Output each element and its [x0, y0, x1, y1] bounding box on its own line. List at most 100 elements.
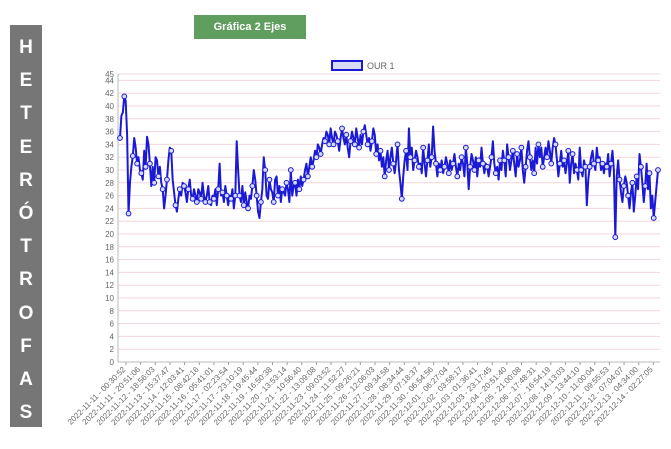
- data-point: [172, 202, 179, 209]
- data-point: [240, 202, 247, 209]
- data-point: [556, 160, 563, 167]
- data-point: [296, 186, 303, 193]
- data-point: [313, 154, 320, 161]
- data-point: [364, 141, 371, 148]
- data-point: [403, 147, 409, 154]
- data-point: [381, 173, 388, 180]
- data-point: [428, 154, 435, 161]
- sidebar-letter: A: [19, 369, 33, 390]
- data-point: [488, 154, 495, 161]
- data-point: [219, 189, 226, 196]
- data-point: [360, 128, 367, 135]
- data-point: [603, 163, 610, 170]
- data-point: [151, 179, 158, 186]
- data-point: [279, 186, 286, 193]
- data-point: [539, 163, 546, 170]
- y-tick-label: 10: [105, 294, 114, 303]
- data-point: [309, 163, 316, 170]
- y-tick-label: 18: [105, 243, 114, 252]
- data-point: [471, 167, 478, 173]
- sidebar-letter: H: [19, 37, 33, 58]
- data-point: [454, 173, 461, 180]
- data-point: [411, 157, 418, 164]
- data-point: [134, 160, 140, 167]
- data-point: [458, 154, 465, 161]
- y-tick-label: 4: [110, 332, 115, 341]
- data-point: [625, 192, 632, 199]
- data-point: [480, 160, 486, 167]
- sidebar-letter: T: [20, 236, 32, 258]
- data-point: [343, 131, 350, 138]
- data-point: [586, 163, 593, 170]
- sidebar-letter: O: [18, 302, 34, 324]
- y-tick-label: 16: [105, 256, 114, 265]
- data-point: [595, 157, 602, 164]
- data-point: [185, 186, 192, 193]
- data-point: [215, 186, 222, 193]
- data-point: [599, 160, 606, 167]
- data-point: [509, 147, 516, 154]
- y-tick-label: 22: [105, 217, 114, 226]
- y-tick-label: 24: [105, 204, 114, 213]
- data-point: [287, 167, 294, 173]
- data-point: [612, 234, 619, 241]
- data-point: [462, 144, 469, 151]
- y-tick-label: 42: [105, 89, 114, 98]
- sidebar-letter: T: [20, 103, 32, 125]
- data-point: [501, 157, 508, 164]
- data-point: [441, 163, 448, 170]
- grafica-2-ejes-button[interactable]: Gráfica 2 Ejes: [194, 15, 306, 39]
- y-tick-label: 34: [105, 140, 114, 149]
- data-point: [531, 170, 538, 177]
- data-point: [317, 151, 324, 157]
- y-tick-label: 6: [110, 320, 115, 329]
- data-point: [121, 93, 128, 100]
- data-point: [249, 183, 256, 189]
- data-point: [369, 138, 375, 145]
- y-tick-label: 44: [105, 76, 114, 85]
- y-tick-label: 32: [105, 153, 114, 162]
- data-point: [638, 163, 644, 170]
- data-point: [373, 151, 380, 157]
- data-point: [616, 176, 623, 183]
- data-point: [450, 160, 456, 167]
- data-point: [650, 215, 657, 221]
- y-tick-label: 20: [105, 230, 114, 239]
- data-point: [561, 157, 567, 164]
- series-line: [119, 95, 659, 239]
- data-point: [591, 160, 597, 167]
- sidebar-letter: Ó: [18, 203, 34, 224]
- data-point: [514, 151, 520, 157]
- data-point: [347, 138, 354, 145]
- data-point: [608, 160, 614, 167]
- data-point: [262, 167, 269, 173]
- data-point: [300, 176, 307, 183]
- data-point: [394, 141, 401, 148]
- data-point: [398, 195, 405, 202]
- data-point: [420, 144, 427, 151]
- data-point: [146, 160, 153, 167]
- y-tick-label: 36: [105, 128, 114, 137]
- legend-swatch: [331, 60, 363, 71]
- sidebar-letter: E: [19, 136, 33, 158]
- data-point: [275, 192, 281, 199]
- data-point: [159, 186, 166, 193]
- data-point: [629, 179, 636, 186]
- data-point: [642, 183, 649, 189]
- data-point: [527, 154, 533, 161]
- y-tick-label: 2: [110, 345, 115, 354]
- data-point: [253, 192, 260, 199]
- data-point: [475, 157, 482, 164]
- y-tick-label: 28: [105, 179, 114, 188]
- data-point: [334, 138, 341, 145]
- y-tick-label: 30: [105, 166, 114, 175]
- data-point: [655, 167, 661, 173]
- data-point: [544, 154, 550, 161]
- sidebar-letter: S: [19, 402, 33, 424]
- data-point: [155, 173, 162, 180]
- data-point: [433, 160, 439, 167]
- legend-label: OUR 1: [367, 61, 395, 71]
- data-point: [492, 170, 499, 177]
- data-point: [415, 163, 422, 170]
